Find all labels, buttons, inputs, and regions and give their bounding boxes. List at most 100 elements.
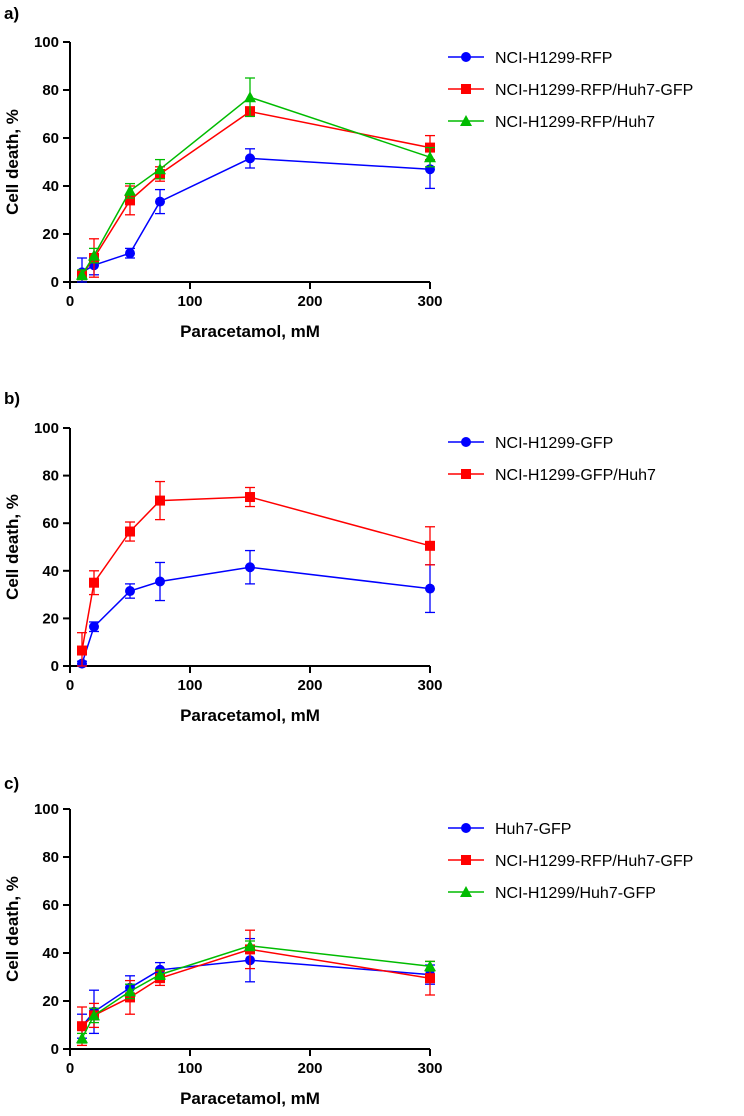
x-tick-label: 0 [66,293,74,310]
legend-entry: NCI-H1299-RFP/Huh7 [448,114,655,131]
data-point [125,195,135,206]
y-tick-label: 0 [51,274,59,291]
legend-entry: NCI-H1299-GFP/Huh7 [448,467,656,484]
y-axis-title: Cell death, % [3,494,22,600]
data-point [125,526,135,537]
series-line [81,566,431,664]
legend-label: NCI-H1299-RFP/Huh7-GFP [495,82,693,99]
y-tick-label: 80 [42,82,59,99]
legend-label: NCI-H1299-RFP/Huh7 [495,114,655,131]
y-tick-label: 20 [42,993,59,1010]
data-point [89,621,99,632]
legend-marker [461,437,471,447]
legend-marker [460,115,472,126]
legend-entry: NCI-H1299/Huh7-GFP [448,885,656,902]
y-tick-label: 80 [42,849,59,866]
x-tick-label: 100 [177,293,202,310]
data-point [154,968,166,980]
series-NCI-H1299-RFP/Huh7 [76,77,436,281]
data-point [424,151,436,163]
y-tick-label: 100 [34,420,59,437]
series-NCI-H1299/Huh7-GFP [76,939,436,1044]
chart-panel-2: b) 0 20 40 60 80 100 0 100 200 300 Paracetamol, mM C… [3,389,656,725]
y-tick-label: 100 [34,801,59,818]
data-point [76,268,88,280]
legend-entry: Huh7-GFP [448,821,571,838]
x-tick-label: 200 [297,677,322,694]
data-point [245,492,255,503]
data-point [124,184,136,196]
data-point [244,91,256,103]
data-point [245,562,255,573]
panel-label: a) [4,4,19,23]
y-tick-label: 0 [51,1041,59,1058]
legend-marker [461,84,471,94]
series-NCI-H1299-GFP [77,549,435,669]
x-tick-label: 300 [417,677,442,694]
legend-label: NCI-H1299-RFP [495,50,612,67]
data-point [155,196,165,207]
panel-label: b) [4,389,20,408]
data-point [244,939,256,951]
data-point [89,577,99,588]
legend-entry: NCI-H1299-RFP/Huh7-GFP [448,82,693,99]
y-tick-label: 40 [42,945,59,962]
legend-entry: NCI-H1299-GFP [448,435,613,452]
data-point [88,1009,100,1021]
y-tick-label: 0 [51,658,59,675]
x-tick-label: 0 [66,677,74,694]
data-point [154,163,166,175]
legend-label: NCI-H1299-RFP/Huh7-GFP [495,853,693,870]
x-axis-title: Paracetamol, mM [180,706,320,725]
x-tick-label: 200 [297,293,322,310]
y-tick-label: 100 [34,34,59,51]
y-axis-title: Cell death, % [3,876,22,982]
y-tick-label: 60 [42,130,59,147]
legend-label: NCI-H1299-GFP/Huh7 [495,467,656,484]
x-tick-label: 100 [177,1060,202,1077]
y-tick-label: 40 [42,178,59,195]
data-point [76,1032,88,1044]
x-axis-title: Paracetamol, mM [180,322,320,341]
legend-marker [461,855,471,865]
legend-entry: NCI-H1299-RFP/Huh7-GFP [448,853,693,870]
legend-marker [461,823,471,833]
data-point [424,960,436,972]
legend-entry: NCI-H1299-RFP [448,50,612,67]
data-point [88,249,100,261]
legend-label: Huh7-GFP [495,821,571,838]
y-tick-label: 20 [42,610,59,627]
data-point [77,645,87,656]
data-point [425,973,435,984]
panel-label: c) [4,774,19,793]
series-line [81,496,431,651]
x-axis-title: Paracetamol, mM [180,1089,320,1108]
data-point [425,540,435,551]
y-tick-label: 40 [42,563,59,580]
x-tick-label: 200 [297,1060,322,1077]
y-axis-title: Cell death, % [3,109,22,215]
data-point [125,248,135,259]
x-tick-label: 100 [177,677,202,694]
legend-label: NCI-H1299/Huh7-GFP [495,885,656,902]
data-point [425,583,435,594]
y-tick-label: 80 [42,468,59,485]
legend-marker [460,886,472,897]
legend-marker [461,52,471,62]
x-tick-label: 300 [417,293,442,310]
chart-panel-3: c) 0 20 40 60 80 100 0 100 200 300 Paracetamol, mM C… [3,774,693,1108]
data-point [155,576,165,587]
legend-marker [461,469,471,479]
legend-label: NCI-H1299-GFP [495,435,613,452]
series-line [81,945,431,1039]
series-NCI-H1299-GFP/Huh7 [77,480,435,667]
data-point [125,586,135,597]
x-tick-label: 300 [417,1060,442,1077]
y-tick-label: 20 [42,226,59,243]
y-tick-label: 60 [42,897,59,914]
data-point [77,1021,87,1032]
data-point [155,495,165,506]
chart-panel-1: a) 0 20 40 60 80 100 0 100 200 300 Paracetamol, mM C… [3,4,693,341]
data-point [245,153,255,164]
